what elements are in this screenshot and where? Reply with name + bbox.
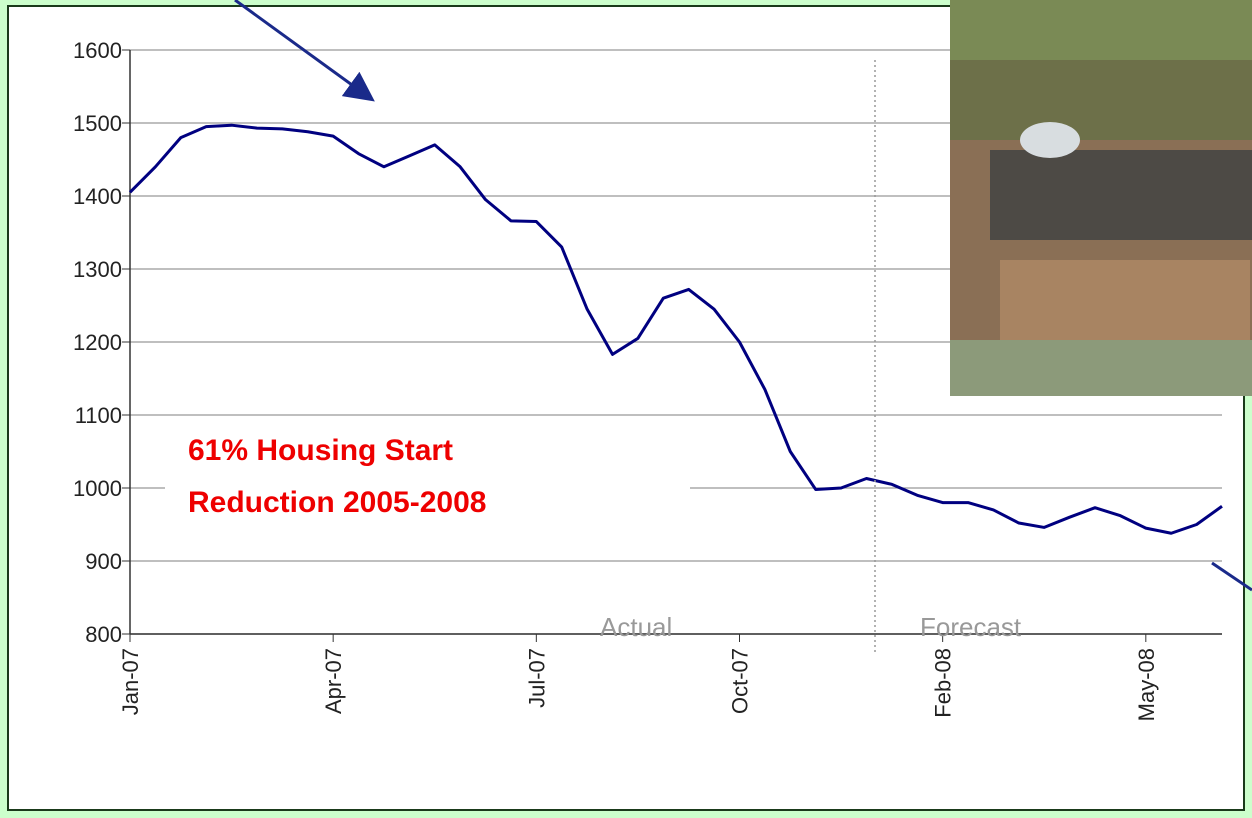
page: {"chart_data": {"type": "line", "categor… xyxy=(0,0,1252,818)
annotation-line: 61% Housing Start xyxy=(188,434,453,467)
x-tick-label: Jan-07 xyxy=(118,648,143,715)
chart: 800 900 1000 1100 1200 1300 1400 1500 1600 Jan-07… xyxy=(0,0,1252,818)
annotation: Forecast xyxy=(920,612,1022,642)
x-tick-label: Oct-07 xyxy=(727,648,752,714)
y-tick-label: 800 xyxy=(85,622,122,647)
y-tick-label: 1400 xyxy=(73,184,122,209)
y-tick-label: 1500 xyxy=(73,111,122,136)
y-tick-label: 1200 xyxy=(73,330,122,355)
y-tick-label: 1000 xyxy=(73,476,122,501)
annotation: Actual xyxy=(600,612,672,642)
x-tick-label: May-08 xyxy=(1134,648,1159,721)
x-tick-label: Apr-07 xyxy=(321,648,346,714)
y-tick-label: 1300 xyxy=(73,257,122,282)
annotation-line: Reduction 2005-2008 xyxy=(188,486,486,519)
photo xyxy=(950,0,1252,396)
y-tick-label: 900 xyxy=(85,549,122,574)
x-tick-label: Jul-07 xyxy=(524,648,549,708)
y-tick-label: 1100 xyxy=(75,403,122,428)
y-tick-label: 1600 xyxy=(73,38,122,63)
x-tick-label: Feb-08 xyxy=(931,648,956,718)
